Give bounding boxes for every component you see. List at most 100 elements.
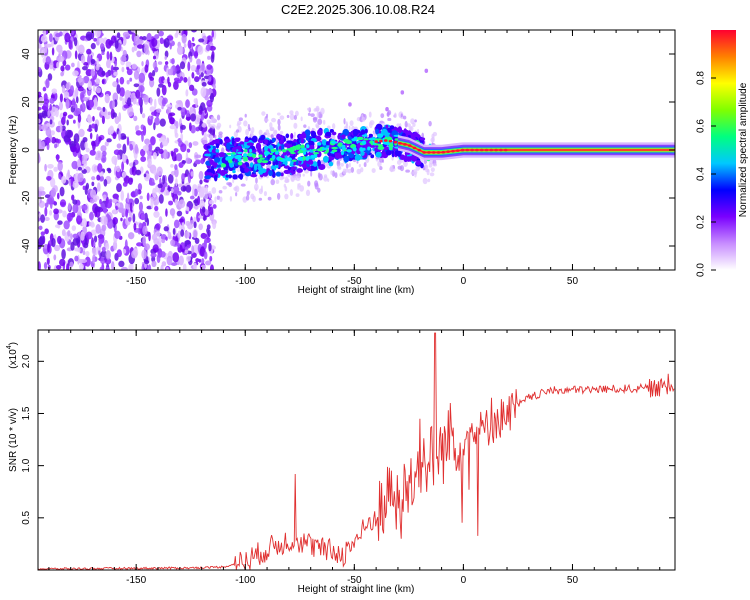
noise-blob	[38, 139, 43, 149]
halo-blob	[263, 118, 269, 122]
noise-blob	[83, 242, 89, 249]
band-blob	[236, 145, 242, 150]
halo-blob	[284, 176, 289, 183]
halo-blob	[261, 111, 266, 116]
hot-blob	[302, 151, 307, 155]
noise-blob	[207, 205, 211, 212]
core-dot	[484, 148, 489, 152]
band-blob	[275, 171, 282, 177]
noise-blob	[181, 160, 186, 164]
noise-blob	[138, 201, 143, 212]
noise-blob	[55, 224, 61, 229]
halo-blob	[307, 107, 311, 111]
band-blob	[352, 128, 359, 136]
band-blob	[310, 130, 317, 139]
noise-blob	[121, 161, 125, 172]
noise-blob	[203, 239, 207, 250]
noise-blob	[89, 132, 93, 140]
noise-blob	[184, 249, 189, 254]
band-blob	[204, 171, 209, 176]
halo-blob	[336, 165, 342, 169]
noise-blob	[177, 242, 181, 248]
noise-blob	[55, 264, 62, 270]
noise-blob	[198, 258, 202, 263]
band-blob	[290, 133, 294, 139]
noise-blob	[43, 93, 48, 102]
halo-blob	[347, 168, 352, 174]
noise-blob	[173, 148, 179, 153]
noise-blob	[201, 258, 205, 265]
noise-blob	[132, 213, 136, 223]
noise-blob	[44, 202, 49, 208]
noise-blob	[185, 157, 191, 164]
noise-blob	[85, 231, 93, 240]
noise-blob	[196, 58, 202, 66]
y-tick-label: -40	[21, 238, 32, 253]
halo-blob	[281, 176, 285, 180]
noise-blob	[191, 72, 195, 79]
noise-blob	[118, 260, 125, 268]
noise-blob	[185, 184, 192, 193]
noise-blob	[121, 135, 127, 140]
halo-blob	[356, 160, 359, 164]
halo-blob	[300, 116, 303, 122]
halo-blob	[380, 113, 385, 119]
band-blob	[380, 128, 388, 136]
noise-blob	[112, 112, 117, 118]
noise-blob	[40, 214, 45, 223]
halo-blob	[345, 123, 349, 129]
hot-blob	[235, 154, 243, 159]
noise-blob	[178, 199, 186, 209]
noise-blob	[130, 93, 134, 103]
halo-blob	[229, 124, 232, 129]
hot-blob	[346, 149, 352, 153]
noise-blob	[99, 266, 104, 270]
noise-blob	[77, 166, 83, 171]
noise-blob	[129, 202, 133, 213]
band-blob	[322, 155, 329, 163]
noise-blob	[63, 91, 70, 99]
hot-blob	[377, 146, 385, 151]
noise-blob	[92, 254, 96, 264]
noise-blob	[185, 89, 189, 97]
noise-blob	[104, 257, 112, 265]
noise-blob	[152, 55, 157, 60]
halo-blob	[320, 107, 325, 115]
hot-blob	[290, 152, 296, 155]
noise-blob	[179, 76, 184, 82]
noise-blob	[181, 248, 186, 253]
halo-blob	[237, 120, 242, 126]
noise-blob	[81, 66, 88, 71]
hot-blob	[310, 154, 316, 159]
halo-blob	[361, 116, 366, 122]
band-blob	[399, 154, 406, 160]
noise-blob	[136, 50, 142, 58]
noise-blob	[87, 80, 92, 91]
noise-blob	[112, 132, 117, 140]
halo-blob	[236, 166, 241, 173]
noise-blob	[90, 42, 96, 50]
noise-blob	[45, 43, 52, 48]
noise-blob	[62, 111, 68, 117]
band-blob	[328, 161, 334, 167]
hot-blob	[291, 159, 297, 162]
halo-blob	[214, 134, 217, 139]
band-blob	[382, 146, 390, 151]
noise-blob	[175, 100, 183, 105]
noise-blob	[38, 106, 42, 111]
noise-blob	[90, 189, 97, 199]
noise-blob	[190, 64, 197, 72]
noise-blob	[100, 43, 105, 50]
noise-blob	[188, 205, 192, 212]
noise-blob	[63, 220, 70, 230]
noise-blob	[194, 154, 202, 159]
band-blob	[285, 133, 290, 139]
band-blob	[334, 152, 341, 160]
noise-blob	[150, 198, 154, 209]
noise-blob	[47, 110, 50, 118]
noise-blob	[91, 123, 96, 129]
noise-blob	[65, 98, 70, 110]
noise-blob	[188, 122, 192, 132]
hot-blob	[281, 148, 287, 153]
